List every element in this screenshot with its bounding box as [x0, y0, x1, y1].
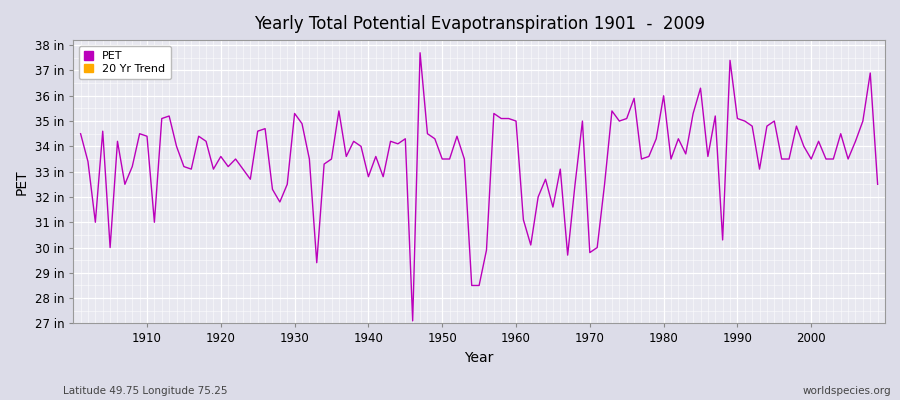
20 Yr Trend [607, 162, 617, 166]
20 Yr Trend [297, 158, 308, 163]
20 Yr Trend [680, 129, 691, 134]
X-axis label: Year: Year [464, 351, 494, 365]
20 Yr Trend [503, 180, 514, 184]
PET [408, 318, 418, 323]
20 Yr Trend [76, 168, 86, 173]
PET [415, 50, 426, 55]
PET [76, 131, 86, 136]
Title: Yearly Total Potential Evapotranspiration 1901  -  2009: Yearly Total Potential Evapotranspiratio… [254, 15, 705, 33]
Legend: PET, 20 Yr Trend: PET, 20 Yr Trend [79, 46, 171, 79]
20 Yr Trend [510, 185, 521, 190]
Text: worldspecies.org: worldspecies.org [803, 386, 891, 396]
PET [297, 121, 308, 126]
20 Yr Trend [341, 160, 352, 165]
Y-axis label: PET: PET [15, 169, 29, 194]
Line: PET: PET [81, 53, 878, 321]
PET [518, 217, 529, 222]
PET [872, 182, 883, 187]
PET [526, 243, 536, 248]
PET [614, 119, 625, 124]
20 Yr Trend [872, 141, 883, 146]
Line: 20 Yr Trend: 20 Yr Trend [81, 132, 878, 193]
Text: Latitude 49.75 Longitude 75.25: Latitude 49.75 Longitude 75.25 [63, 386, 228, 396]
20 Yr Trend [526, 190, 536, 195]
PET [134, 131, 145, 136]
20 Yr Trend [134, 158, 145, 162]
PET [341, 154, 352, 159]
